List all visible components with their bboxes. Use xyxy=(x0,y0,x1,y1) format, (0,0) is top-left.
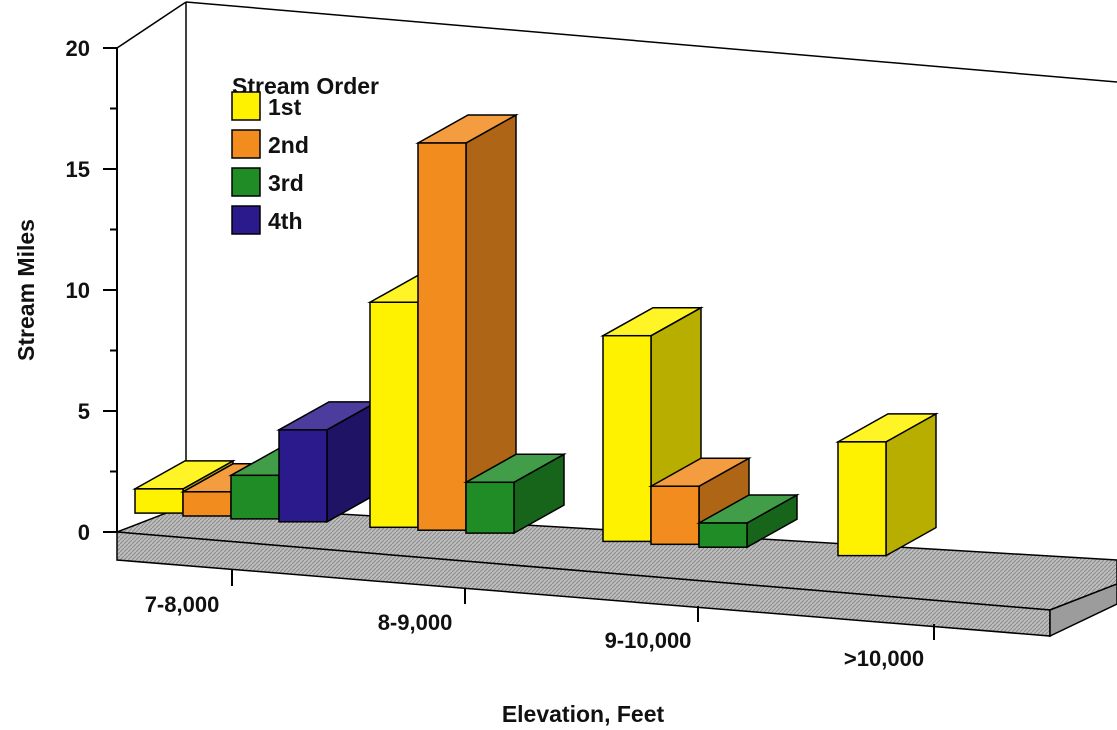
y-tick-label: 15 xyxy=(66,157,90,182)
x-axis: 7-8,000 8-9,000 9-10,000 >10,000 xyxy=(145,570,935,671)
x-tick-label: >10,000 xyxy=(844,646,924,671)
bar-front-face xyxy=(230,474,280,520)
bar-front-face xyxy=(182,491,232,517)
y-tick-label: 0 xyxy=(78,520,90,545)
chart-floor xyxy=(116,504,1117,638)
frame-top-left-edge xyxy=(116,1,187,49)
frame-back-top xyxy=(185,1,1117,83)
y-tick-label: 10 xyxy=(66,278,90,303)
y-axis: 0 5 10 15 20 xyxy=(66,36,118,545)
bar-front-face xyxy=(465,481,515,534)
legend-swatch xyxy=(231,129,261,159)
x-tick-label: 9-10,000 xyxy=(605,628,692,653)
legend-entry-label: 3rd xyxy=(268,170,304,196)
y-tick-label: 5 xyxy=(78,399,90,424)
x-tick-label: 7-8,000 xyxy=(145,592,220,617)
floor-side-face xyxy=(1049,583,1117,638)
bar xyxy=(276,400,380,524)
bar-front-face xyxy=(134,488,184,514)
legend-entry-label: 4th xyxy=(268,208,303,234)
legend-entry-label: 2nd xyxy=(268,132,309,158)
bar xyxy=(696,493,800,549)
y-tick-label: 20 xyxy=(66,36,90,61)
chart-frame xyxy=(116,1,1117,505)
y-axis-title: Stream Miles xyxy=(13,219,39,361)
bar-front-face xyxy=(650,485,700,546)
bar-front-face xyxy=(369,301,419,529)
legend-swatch xyxy=(231,91,261,121)
legend-swatch xyxy=(231,205,261,235)
bar-front-face xyxy=(602,334,652,543)
legend-swatch xyxy=(231,167,261,197)
x-tick-label: 8-9,000 xyxy=(378,610,453,635)
bar-group xyxy=(132,113,939,557)
bar xyxy=(463,453,567,535)
bar-front-face xyxy=(698,522,748,548)
legend-entry-label: 1st xyxy=(268,94,302,120)
bar xyxy=(415,113,519,532)
bar-front-face xyxy=(278,429,328,523)
bar xyxy=(835,412,939,557)
bar-front-face xyxy=(417,142,467,531)
x-axis-title: Elevation, Feet xyxy=(502,701,665,727)
bar-front-face xyxy=(837,441,887,557)
